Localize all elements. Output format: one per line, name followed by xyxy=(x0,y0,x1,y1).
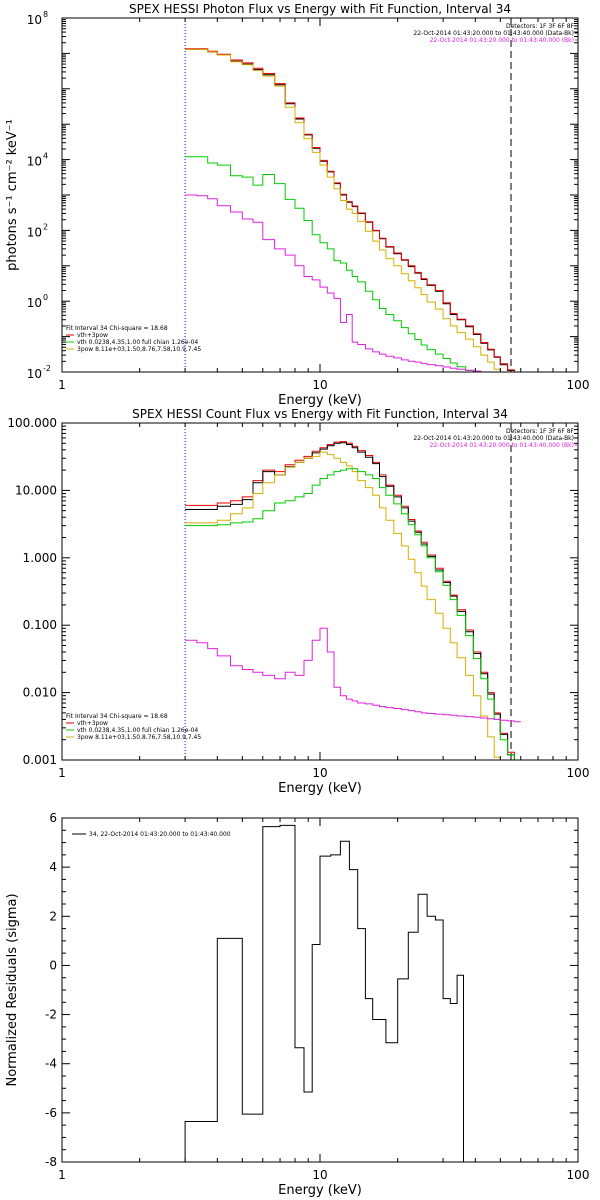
chart-title: SPEX HESSI Photon Flux vs Energy with Fi… xyxy=(129,2,511,16)
y-tick-base: 10 xyxy=(27,225,42,239)
series-line-4 xyxy=(185,468,515,760)
legend-entry: vth+3pow xyxy=(77,332,108,339)
y-tick-exp: 2 xyxy=(43,222,48,231)
legend-entry: Detectors: 1F 3F 6F 8F xyxy=(506,23,575,30)
y-tick-label: -2 xyxy=(45,1008,57,1022)
x-axis-label: Energy (keV) xyxy=(278,1183,362,1198)
y-tick-label: 100.000 xyxy=(7,416,57,430)
legend-entry: vth+3pow xyxy=(77,720,108,727)
y-tick-label: 4 xyxy=(49,860,57,874)
y-tick-exp: -2 xyxy=(43,364,51,373)
series-line-2 xyxy=(185,48,515,372)
x-axis-label: Energy (keV) xyxy=(278,393,362,408)
legend-entry: 3pow 8.11e+03,1.50,8.76,7.58,10.9,7.45 xyxy=(77,346,201,353)
legend-entry: vth 0.0238,4.35,1.00 full chian 1.26e-04 xyxy=(77,339,198,346)
y-tick-exp: 0 xyxy=(43,293,48,302)
x-tick-label: 10 xyxy=(312,1168,327,1182)
x-tick-label: 10 xyxy=(312,378,327,392)
y-tick-label: 0.010 xyxy=(23,686,57,700)
x-tick-label: 100 xyxy=(567,1168,590,1182)
x-tick-label: 10 xyxy=(312,766,327,780)
chart-panel-3: 1 10 100 Energy (keV) -8 -6 -4 -2 0 2 4 6 Normalized… xyxy=(5,811,589,1198)
x-tick-label: 100 xyxy=(567,766,590,780)
y-tick-label: 10 -2 xyxy=(27,364,51,381)
series-line-3 xyxy=(185,451,501,760)
series-line-4 xyxy=(185,156,474,372)
legend-entry: 22-Oct-2014 01:43:20.000 to 01:43:40.000… xyxy=(413,435,574,442)
x-axis-label: Energy (keV) xyxy=(278,781,362,796)
series-line-1 xyxy=(184,824,464,1162)
series-line-3 xyxy=(185,48,501,372)
legend-entry: 3pow 8.11e+03,1.50,8.76,7.58,10.9,7.45 xyxy=(77,734,201,741)
x-tick-label: 100 xyxy=(567,378,590,392)
y-tick-label: 10 4 xyxy=(27,152,48,169)
legend-entry: Fit Interval 34 Chi-square = 18.68 xyxy=(66,713,168,720)
y-tick-label: 0 xyxy=(49,958,57,972)
plot-frame xyxy=(61,17,579,373)
y-axis-label: Normalized Residuals (sigma) xyxy=(5,893,20,1086)
x-tick-label: 1 xyxy=(58,1168,66,1182)
legend-entry: 22-Oct-2014 01:43:20.000 to 01:43:40.000… xyxy=(430,442,574,449)
y-tick-label: 2 xyxy=(49,909,57,923)
series-group xyxy=(185,48,515,372)
x-tick-label: 1 xyxy=(58,766,66,780)
legend-entry: Detectors: 1F 3F 6F 8F xyxy=(506,428,575,435)
legend-entry: 22-Oct-2014 01:43:20.000 to 01:43:40.000… xyxy=(430,37,574,44)
y-tick-label: 0.100 xyxy=(23,618,57,632)
y-tick-base: 10 xyxy=(27,13,42,27)
y-tick-label: -8 xyxy=(45,1155,57,1169)
y-tick-label: 10.000 xyxy=(15,483,57,497)
y-tick-exp: 8 xyxy=(43,10,48,19)
legend-entry: 22-Oct-2014 01:43:20.000 to 01:43:40.000… xyxy=(413,30,574,37)
plot-frame xyxy=(61,422,579,761)
series-group xyxy=(185,441,521,760)
y-tick-label: 6 xyxy=(49,811,57,825)
y-tick-base: 10 xyxy=(27,367,42,381)
y-tick-label: 1.000 xyxy=(23,551,57,565)
series-line-5 xyxy=(185,194,495,372)
series-line-2 xyxy=(185,442,515,760)
y-tick-base: 10 xyxy=(27,155,42,169)
y-tick-label: -4 xyxy=(45,1057,57,1071)
y-axis-label: photons s⁻¹ cm⁻² keV⁻¹ xyxy=(5,119,20,271)
y-tick-label: -6 xyxy=(45,1106,57,1120)
y-tick-exp: 4 xyxy=(43,152,48,161)
legend-entry: Fit Interval 34 Chi-square = 18.68 xyxy=(66,325,168,332)
series-line-5 xyxy=(185,627,521,723)
y-tick-label: 0.001 xyxy=(23,753,57,767)
y-tick-label: 10 0 xyxy=(27,293,48,310)
chart-title: SPEX HESSI Count Flux vs Energy with Fit… xyxy=(132,407,508,421)
y-tick-label: 10 2 xyxy=(27,222,48,239)
legend-entry: vth 0.0238,4.35,1.00 full chian 1.26e-04 xyxy=(77,727,198,734)
y-tick-base: 10 xyxy=(27,296,42,310)
chart-panel-2: SPEX HESSI Count Flux vs Energy with Fit… xyxy=(7,407,589,796)
y-tick-label: 10 8 xyxy=(27,10,48,27)
series-group xyxy=(184,824,464,1162)
chart-panel-1: SPEX HESSI Photon Flux vs Energy with Fi… xyxy=(5,2,589,408)
series-line-1 xyxy=(185,441,515,760)
legend-entry: 34, 22-Oct-2014 01:43:20.000 to 01:43:40… xyxy=(89,831,231,838)
x-tick-label: 1 xyxy=(58,378,66,392)
